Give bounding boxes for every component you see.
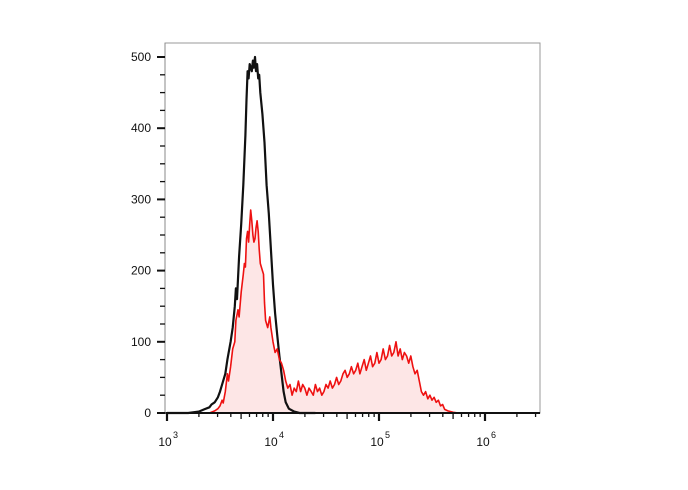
y-tick-label: 400 xyxy=(131,121,151,135)
x-tick-exponent: 5 xyxy=(385,430,390,440)
x-tick-label: 10 xyxy=(370,435,384,449)
y-axis: 0 100 200 300 400 500 xyxy=(131,50,165,420)
plot-frame xyxy=(164,42,541,414)
y-tick-label: 300 xyxy=(131,192,151,206)
x-tick-label: 10 xyxy=(264,435,278,449)
x-tick-exponent: 4 xyxy=(279,430,284,440)
series-line-control xyxy=(167,55,316,415)
x-tick-exponent: 6 xyxy=(491,430,496,440)
x-tick-exponent: 3 xyxy=(173,430,178,440)
series-fill-stained xyxy=(209,210,459,413)
series-line-stained xyxy=(209,209,459,414)
y-tick-label: 500 xyxy=(131,50,151,64)
x-tick-label: 10 xyxy=(476,435,490,449)
y-tick-label: 200 xyxy=(131,264,151,278)
y-tick-label: 100 xyxy=(131,335,151,349)
y-tick-label: 0 xyxy=(144,406,151,420)
series-layer xyxy=(167,55,459,415)
x-tick-label: 10 xyxy=(158,435,172,449)
x-axis: 10 3 10 4 10 5 10 6 xyxy=(158,413,537,449)
